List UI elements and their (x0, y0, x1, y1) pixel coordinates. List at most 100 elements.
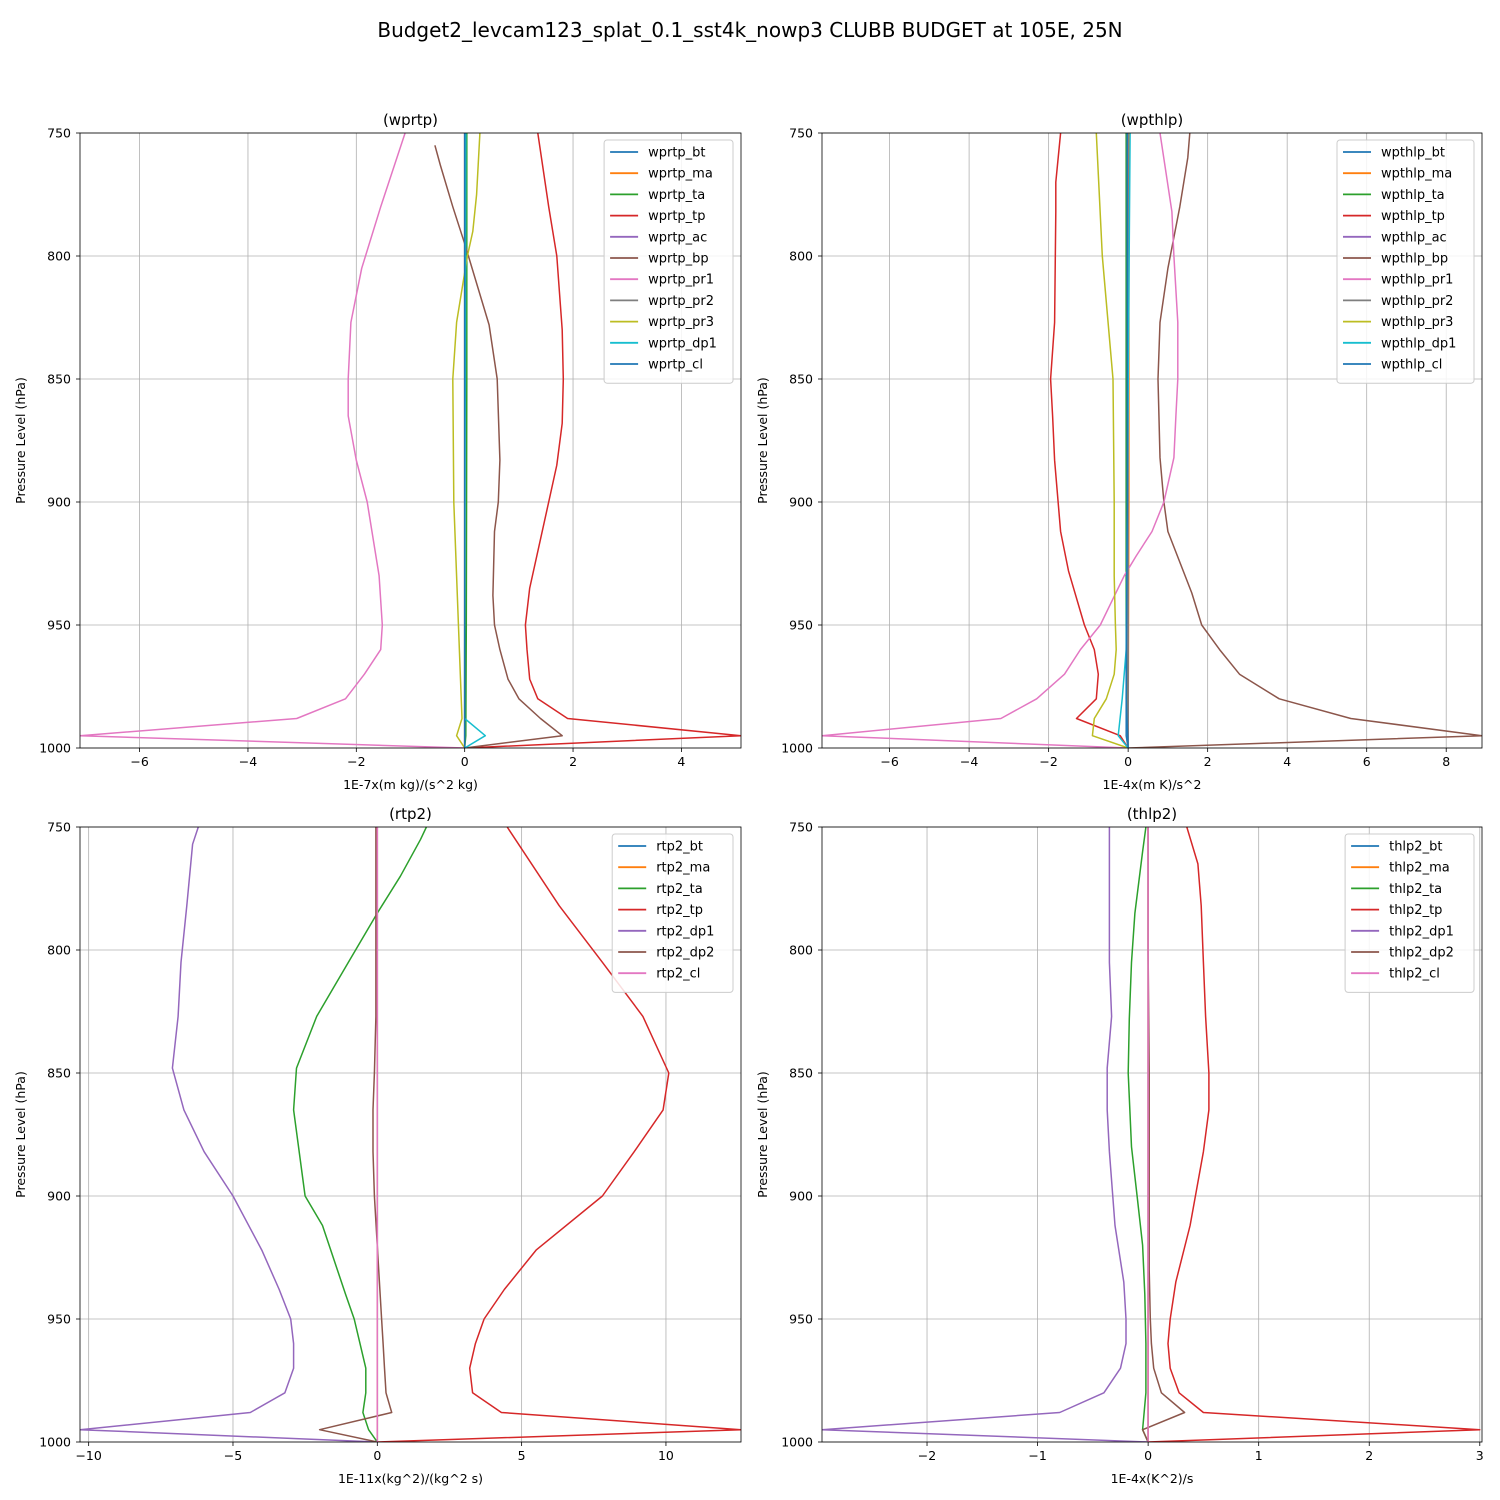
series-line-thlp2_dp1 (822, 827, 1149, 1442)
wpthlp-xtick-label-2: −2 (1039, 754, 1057, 769)
wprtp-xtick-label-2: −2 (347, 754, 365, 769)
rtp2-ylabel: Pressure Level (hPa) (13, 1071, 28, 1198)
thlp2-ytick-label-5: 1000 (781, 1435, 813, 1450)
panel-wpthlp: −6 −4 −2 0 2 4 6 8 750 800 850 900 950 1000 (wpthlp) 1E… (755, 111, 1483, 792)
wprtp-xlabel: 1E-7x(m kg)/(s^2 kg) (343, 777, 478, 792)
legend-label-wprtp_pr1: wprtp_pr1 (648, 273, 714, 288)
legend-label-wprtp_ma: wprtp_ma (648, 167, 713, 182)
rtp2-ytick-label-0: 750 (47, 820, 71, 835)
wprtp-title: (wprtp) (383, 111, 438, 129)
thlp2-xtick-label-1: −1 (1028, 1448, 1046, 1463)
wpthlp-ytick-label-0: 750 (789, 126, 813, 141)
wprtp-ytick-label-5: 1000 (39, 741, 71, 756)
legend-label-wpthlp_pr3: wpthlp_pr3 (1381, 315, 1453, 330)
series-line-rtp2_dp1 (80, 827, 378, 1442)
rtp2-ytick-label-3: 900 (47, 1189, 71, 1204)
wprtp-xtick-label-3: 0 (461, 754, 469, 769)
legend-label-thlp2_ma: thlp2_ma (1389, 861, 1450, 876)
thlp2-ytick-label-0: 750 (789, 820, 813, 835)
thlp2-ylabel: Pressure Level (hPa) (755, 1071, 770, 1198)
rtp2-xlabel: 1E-11x(kg^2)/(kg^2 s) (338, 1471, 483, 1486)
series-line-wprtp_pr3 (452, 133, 481, 748)
series-line-thlp2_ta (1127, 827, 1149, 1442)
legend-label-wpthlp_ac: wpthlp_ac (1381, 230, 1447, 245)
wprtp-axes-frame (79, 132, 742, 749)
wpthlp-ylabel: Pressure Level (hPa) (755, 377, 770, 504)
legend-label-wpthlp_dp1: wpthlp_dp1 (1381, 336, 1456, 351)
wprtp-ytick-label-2: 850 (47, 372, 71, 387)
wpthlp-legend: wpthlp_bt wpthlp_ma wpthlp_ta wpthlp_tpwpth… (1336, 139, 1475, 384)
series-line-wprtp_bp (434, 145, 563, 748)
series-line-thlp2_tp (1148, 827, 1481, 1442)
legend-label-rtp2_bt: rtp2_bt (656, 840, 703, 855)
wpthlp-xtick-label-0: −6 (880, 754, 898, 769)
legend-label-rtp2_dp2: rtp2_dp2 (656, 946, 714, 961)
panel-thlp2: −2 −1 0 1 2 3 750 800 850 900 950 1000 (thlp2) 1E-4x(… (755, 805, 1484, 1486)
thlp2-ytick-label-2: 850 (789, 1066, 813, 1081)
series-line-rtp2_tp (377, 827, 741, 1442)
wprtp-xtick-label-1: −4 (239, 754, 257, 769)
thlp2-xtick-label-0: −2 (918, 1448, 936, 1463)
panel-wprtp: −6 −4 −2 0 2 4 750 800 850 900 950 1000 (wprtp) 1E-7x… (13, 111, 742, 792)
wpthlp-xtick-label-5: 4 (1283, 754, 1291, 769)
rtp2-title: (rtp2) (389, 805, 432, 823)
series-line-wpthlp_cl (1125, 133, 1129, 748)
wpthlp-ytick-label-4: 950 (789, 618, 813, 633)
series-line-wpthlp_tp (1049, 133, 1129, 748)
rtp2-xtick-label-3: 5 (518, 1448, 526, 1463)
rtp2-xtick-label-2: 0 (373, 1448, 381, 1463)
legend-label-wprtp_ac: wprtp_ac (648, 230, 707, 245)
legend-label-wpthlp_bp: wpthlp_bp (1381, 252, 1448, 267)
rtp2-ytick-label-2: 850 (47, 1066, 71, 1081)
thlp2-xtick-label-4: 2 (1365, 1448, 1373, 1463)
wpthlp-xtick-label-1: −4 (960, 754, 978, 769)
legend-label-wpthlp_cl: wpthlp_cl (1381, 358, 1442, 373)
legend-label-wprtp_tp: wprtp_tp (648, 209, 705, 224)
rtp2-xtick-label-1: −5 (224, 1448, 242, 1463)
wprtp-xtick-label-4: 2 (569, 754, 577, 769)
wpthlp-xtick-label-6: 6 (1363, 754, 1371, 769)
wpthlp-axes-frame (821, 132, 1483, 749)
wpthlp-legend-box (1336, 139, 1475, 384)
rtp2-xtick-label-4: 10 (658, 1448, 674, 1463)
series-line-rtp2_dp2 (318, 827, 393, 1442)
legend-label-rtp2_tp: rtp2_tp (656, 903, 703, 918)
panel-rtp2: −10 −5 0 5 10 750 800 850 900 950 1000 (rtp2) 1E-11x… (13, 805, 742, 1486)
legend-label-wpthlp_ma: wpthlp_ma (1381, 167, 1452, 182)
rtp2-axes-frame (79, 826, 742, 1443)
wprtp-xtick-label-0: −6 (130, 754, 148, 769)
series-line-wpthlp_pr3 (1091, 133, 1129, 748)
thlp2-legend: thlp2_bt thlp2_ma thlp2_ta thlp2_tp thlp2_dp… (1344, 833, 1475, 993)
thlp2-title: (thlp2) (1127, 805, 1177, 823)
legend-label-wprtp_cl: wprtp_cl (648, 358, 703, 373)
rtp2-ytick-label-5: 1000 (39, 1435, 71, 1450)
thlp2-ytick-label-1: 800 (789, 943, 813, 958)
thlp2-xtick-label-2: 0 (1144, 1448, 1152, 1463)
thlp2-xtick-label-3: 1 (1255, 1448, 1263, 1463)
series-line-wpthlp_pr1 (822, 133, 1179, 748)
legend-label-wprtp_dp1: wprtp_dp1 (648, 336, 717, 351)
series-line-wprtp_dp1 (463, 133, 487, 748)
legend-label-thlp2_dp2: thlp2_dp2 (1389, 946, 1454, 961)
wprtp-legend: wprtp_bt wprtp_ma wprtp_ta wprtp_tp wprtp_ac… (603, 139, 734, 384)
wprtp-xtick-label-5: 4 (677, 754, 685, 769)
series-line-thlp2_dp2 (1141, 827, 1186, 1442)
legend-label-wpthlp_ta: wpthlp_ta (1381, 188, 1445, 203)
wpthlp-xlabel: 1E-4x(m K)/s^2 (1103, 777, 1202, 792)
legend-label-rtp2_cl: rtp2_cl (656, 967, 700, 982)
legend-label-wpthlp_pr2: wpthlp_pr2 (1381, 294, 1453, 309)
series-line-wpthlp_bp (1128, 133, 1482, 748)
legend-label-thlp2_bt: thlp2_bt (1389, 840, 1442, 855)
series-line-wprtp_pr1 (80, 133, 465, 748)
legend-label-wpthlp_pr1: wpthlp_pr1 (1381, 273, 1453, 288)
wpthlp-title: (wpthlp) (1121, 111, 1184, 129)
rtp2-ytick-label-1: 800 (47, 943, 71, 958)
legend-label-wprtp_pr2: wprtp_pr2 (648, 294, 714, 309)
wprtp-ytick-label-0: 750 (47, 126, 71, 141)
wprtp-ytick-label-1: 800 (47, 249, 71, 264)
series-line-wprtp_tp (464, 133, 741, 748)
wprtp-ytick-label-4: 950 (47, 618, 71, 633)
legend-label-thlp2_ta: thlp2_ta (1389, 882, 1442, 897)
thlp2-ytick-label-4: 950 (789, 1312, 813, 1327)
